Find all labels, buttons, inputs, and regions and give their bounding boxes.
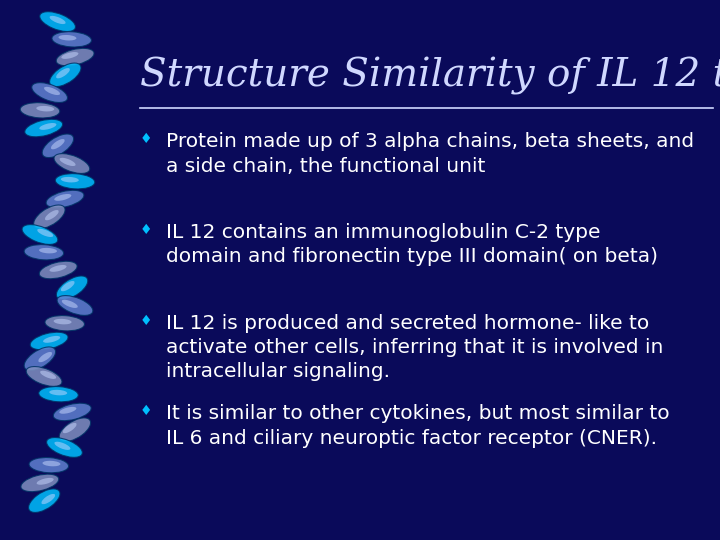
Text: Protein made up of 3 alpha chains, beta sheets, and
a side chain, the functional: Protein made up of 3 alpha chains, beta …	[166, 132, 694, 176]
Ellipse shape	[40, 12, 76, 31]
Ellipse shape	[20, 103, 60, 118]
Ellipse shape	[49, 390, 67, 395]
Ellipse shape	[22, 225, 58, 245]
Text: It is similar to other cytokines, but most similar to
IL 6 and ciliary neuroptic: It is similar to other cytokines, but mo…	[166, 404, 669, 448]
Ellipse shape	[29, 457, 68, 473]
Ellipse shape	[40, 261, 77, 279]
Ellipse shape	[24, 119, 63, 137]
Ellipse shape	[56, 49, 94, 66]
Ellipse shape	[38, 352, 52, 362]
Ellipse shape	[61, 177, 78, 183]
Ellipse shape	[24, 347, 55, 370]
Ellipse shape	[55, 442, 71, 450]
Ellipse shape	[52, 32, 91, 47]
Ellipse shape	[63, 423, 76, 433]
Ellipse shape	[53, 319, 71, 325]
Ellipse shape	[42, 461, 60, 467]
Ellipse shape	[61, 52, 78, 59]
Ellipse shape	[37, 478, 54, 485]
Ellipse shape	[39, 387, 78, 402]
Ellipse shape	[47, 437, 82, 457]
Ellipse shape	[39, 248, 57, 253]
Ellipse shape	[59, 407, 76, 414]
Ellipse shape	[26, 367, 62, 386]
Ellipse shape	[21, 474, 59, 491]
Text: Structure Similarity of IL 12 to IL 6: Structure Similarity of IL 12 to IL 6	[140, 57, 720, 94]
Ellipse shape	[50, 63, 81, 86]
Ellipse shape	[45, 210, 59, 220]
Ellipse shape	[51, 139, 65, 150]
Ellipse shape	[50, 265, 66, 272]
Ellipse shape	[55, 174, 95, 189]
Ellipse shape	[29, 489, 60, 512]
Ellipse shape	[42, 494, 55, 504]
Text: IL 12 contains an immunoglobulin C-2 type
domain and fibronectin type III domain: IL 12 contains an immunoglobulin C-2 typ…	[166, 223, 657, 266]
Ellipse shape	[24, 245, 63, 260]
Ellipse shape	[61, 281, 75, 291]
Text: ♦: ♦	[140, 132, 153, 146]
Ellipse shape	[32, 83, 68, 103]
Ellipse shape	[56, 68, 70, 78]
Ellipse shape	[43, 336, 60, 343]
Text: IL 12 is produced and secreted hormone- like to
activate other cells, inferring : IL 12 is produced and secreted hormone- …	[166, 314, 663, 381]
Ellipse shape	[50, 16, 66, 24]
Ellipse shape	[34, 205, 65, 228]
Ellipse shape	[44, 87, 60, 95]
Text: ♦: ♦	[140, 223, 153, 237]
Ellipse shape	[59, 418, 91, 442]
Ellipse shape	[57, 295, 93, 315]
Ellipse shape	[54, 194, 71, 201]
Ellipse shape	[54, 154, 90, 173]
Ellipse shape	[37, 229, 53, 237]
Ellipse shape	[62, 300, 78, 308]
Ellipse shape	[58, 35, 76, 40]
Ellipse shape	[40, 371, 56, 379]
Ellipse shape	[40, 123, 56, 130]
Ellipse shape	[53, 403, 91, 421]
Ellipse shape	[30, 332, 68, 350]
Ellipse shape	[45, 315, 84, 331]
Ellipse shape	[46, 190, 84, 208]
Text: ♦: ♦	[140, 404, 153, 418]
Ellipse shape	[36, 106, 54, 111]
Ellipse shape	[60, 158, 76, 166]
Text: ♦: ♦	[140, 314, 153, 328]
Ellipse shape	[56, 276, 88, 300]
Ellipse shape	[42, 134, 73, 158]
